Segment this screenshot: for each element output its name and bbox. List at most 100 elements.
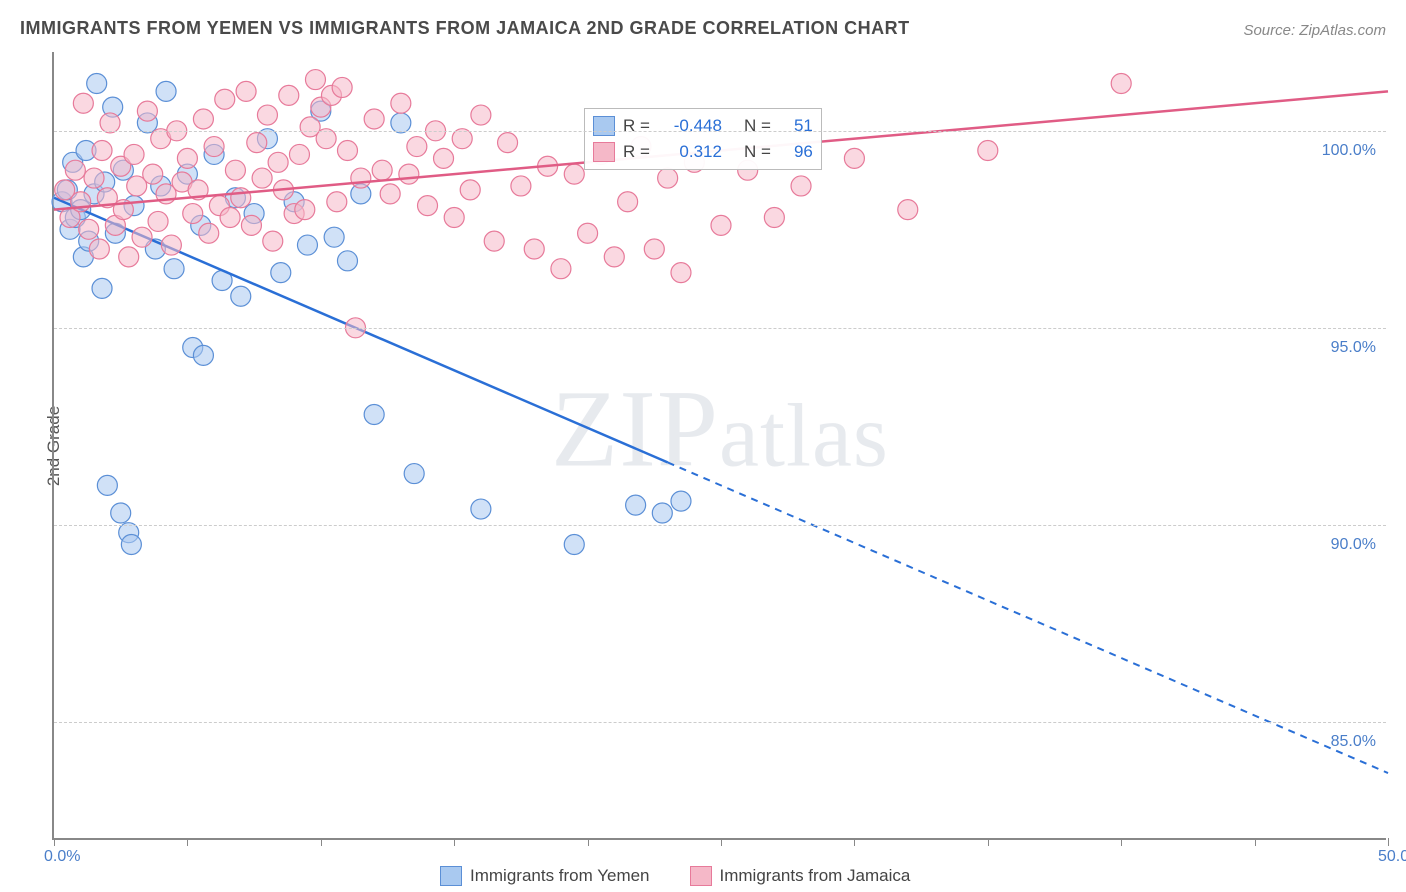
- scatter-point: [89, 239, 109, 259]
- x-tick: [321, 838, 322, 846]
- scatter-point: [225, 160, 245, 180]
- scatter-point: [87, 74, 107, 94]
- scatter-point: [92, 141, 112, 161]
- scatter-point: [471, 105, 491, 125]
- scatter-point: [551, 259, 571, 279]
- legend-label: Immigrants from Yemen: [470, 866, 650, 886]
- scatter-point: [471, 499, 491, 519]
- scatter-point: [372, 160, 392, 180]
- legend-swatch: [593, 116, 615, 136]
- scatter-point: [236, 81, 256, 101]
- bottom-legend-item: Immigrants from Jamaica: [690, 866, 911, 886]
- scatter-point: [193, 109, 213, 129]
- plot-area: ZIPatlas R =-0.448N =51R =0.312N =96 85.…: [52, 52, 1386, 840]
- scatter-point: [183, 204, 203, 224]
- scatter-point: [332, 77, 352, 97]
- scatter-point: [297, 235, 317, 255]
- scatter-point: [418, 196, 438, 216]
- scatter-point: [604, 247, 624, 267]
- scatter-point: [364, 404, 384, 424]
- x-tick: [187, 838, 188, 846]
- scatter-point: [252, 168, 272, 188]
- scatter-point: [564, 164, 584, 184]
- correlation-legend: R =-0.448N =51R =0.312N =96: [584, 108, 822, 170]
- gridline-h: [54, 131, 1386, 132]
- x-tick: [54, 838, 55, 846]
- x-tick: [454, 838, 455, 846]
- scatter-point: [498, 133, 518, 153]
- scatter-point: [407, 137, 427, 157]
- scatter-point: [124, 144, 144, 164]
- scatter-point: [618, 192, 638, 212]
- scatter-point: [658, 168, 678, 188]
- scatter-point: [644, 239, 664, 259]
- scatter-point: [279, 85, 299, 105]
- legend-swatch: [593, 142, 615, 162]
- scatter-point: [84, 168, 104, 188]
- scatter-point: [337, 141, 357, 161]
- chart-title: IMMIGRANTS FROM YEMEN VS IMMIGRANTS FROM…: [20, 18, 910, 39]
- bottom-legend: Immigrants from Yemen Immigrants from Jam…: [440, 866, 910, 886]
- scatter-point: [263, 231, 283, 251]
- scatter-point: [898, 200, 918, 220]
- legend-r-label: R =: [623, 139, 650, 165]
- x-tick: [988, 838, 989, 846]
- scatter-point: [652, 503, 672, 523]
- scatter-point: [380, 184, 400, 204]
- scatter-point: [764, 207, 784, 227]
- scatter-point: [364, 109, 384, 129]
- scatter-point: [257, 105, 277, 125]
- gridline-h: [54, 525, 1386, 526]
- legend-n-value: 51: [783, 113, 813, 139]
- scatter-point: [119, 247, 139, 267]
- scatter-point: [121, 535, 141, 555]
- scatter-point: [204, 137, 224, 157]
- regression-line-dashed: [668, 462, 1388, 773]
- scatter-point: [156, 81, 176, 101]
- scatter-point: [791, 176, 811, 196]
- scatter-point: [73, 93, 93, 113]
- scatter-point: [148, 211, 168, 231]
- scatter-point: [391, 93, 411, 113]
- gridline-h: [54, 328, 1386, 329]
- scatter-point: [231, 188, 251, 208]
- scatter-point: [231, 286, 251, 306]
- scatter-point: [460, 180, 480, 200]
- scatter-point: [271, 263, 291, 283]
- x-tick: [1121, 838, 1122, 846]
- x-tick: [1388, 838, 1389, 846]
- scatter-point: [1111, 74, 1131, 94]
- scatter-point: [143, 164, 163, 184]
- legend-r-value: -0.448: [662, 113, 722, 139]
- legend-r-label: R =: [623, 113, 650, 139]
- scatter-point: [65, 160, 85, 180]
- scatter-point: [247, 133, 267, 153]
- scatter-point: [524, 239, 544, 259]
- scatter-point: [404, 464, 424, 484]
- y-tick-label: 95.0%: [1331, 339, 1376, 357]
- scatter-point: [305, 70, 325, 90]
- gridline-h: [54, 722, 1386, 723]
- scatter-point: [511, 176, 531, 196]
- scatter-point: [132, 227, 152, 247]
- scatter-point: [268, 152, 288, 172]
- scatter-point: [111, 503, 131, 523]
- scatter-point: [671, 491, 691, 511]
- scatter-point: [564, 535, 584, 555]
- x-tick: [1255, 838, 1256, 846]
- scatter-point: [978, 141, 998, 161]
- scatter-point: [444, 207, 464, 227]
- legend-r-value: 0.312: [662, 139, 722, 165]
- scatter-point: [164, 259, 184, 279]
- scatter-point: [161, 235, 181, 255]
- x-tick: [721, 838, 722, 846]
- y-tick-label: 85.0%: [1331, 733, 1376, 751]
- scatter-point: [844, 148, 864, 168]
- y-tick-label: 90.0%: [1331, 536, 1376, 554]
- x-tick-label: 50.0%: [1378, 848, 1406, 866]
- scatter-point: [220, 207, 240, 227]
- scatter-point: [97, 475, 117, 495]
- scatter-point: [324, 227, 344, 247]
- scatter-point: [92, 278, 112, 298]
- x-tick-label: 0.0%: [44, 848, 80, 866]
